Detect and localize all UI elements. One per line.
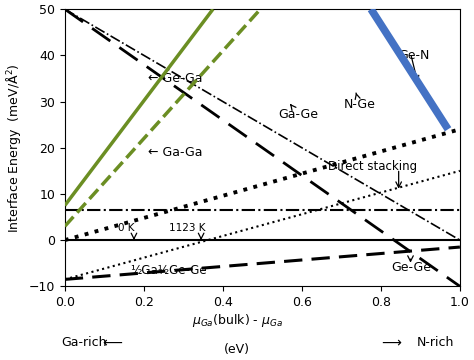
Text: Ge-N: Ge-N — [399, 49, 430, 62]
Text: ← Ge-Ga: ← Ge-Ga — [148, 72, 202, 85]
Text: $\longrightarrow$: $\longrightarrow$ — [379, 336, 403, 350]
Text: Direct stacking: Direct stacking — [328, 160, 417, 173]
Text: N-rich: N-rich — [417, 336, 455, 349]
Text: Ge-Ge: Ge-Ge — [391, 261, 431, 274]
Text: Ga-Ge: Ga-Ge — [278, 105, 318, 121]
Text: ½Ga½Ge-Ge: ½Ga½Ge-Ge — [130, 264, 207, 276]
Text: (eV): (eV) — [224, 343, 250, 356]
Text: N-Ge: N-Ge — [343, 93, 375, 112]
Text: 0 K: 0 K — [118, 223, 134, 233]
Y-axis label: Interface Energy  (meV/Å$^2$): Interface Energy (meV/Å$^2$) — [4, 63, 23, 233]
Text: Ga-rich: Ga-rich — [62, 336, 107, 349]
Text: ← Ga-Ga: ← Ga-Ga — [148, 146, 202, 159]
Text: $\mu_{Ga}$(bulk) - $\mu_{Ga}$: $\mu_{Ga}$(bulk) - $\mu_{Ga}$ — [191, 312, 283, 329]
Text: $\longleftarrow$: $\longleftarrow$ — [100, 336, 123, 350]
Text: 1123 K: 1123 K — [169, 223, 206, 233]
